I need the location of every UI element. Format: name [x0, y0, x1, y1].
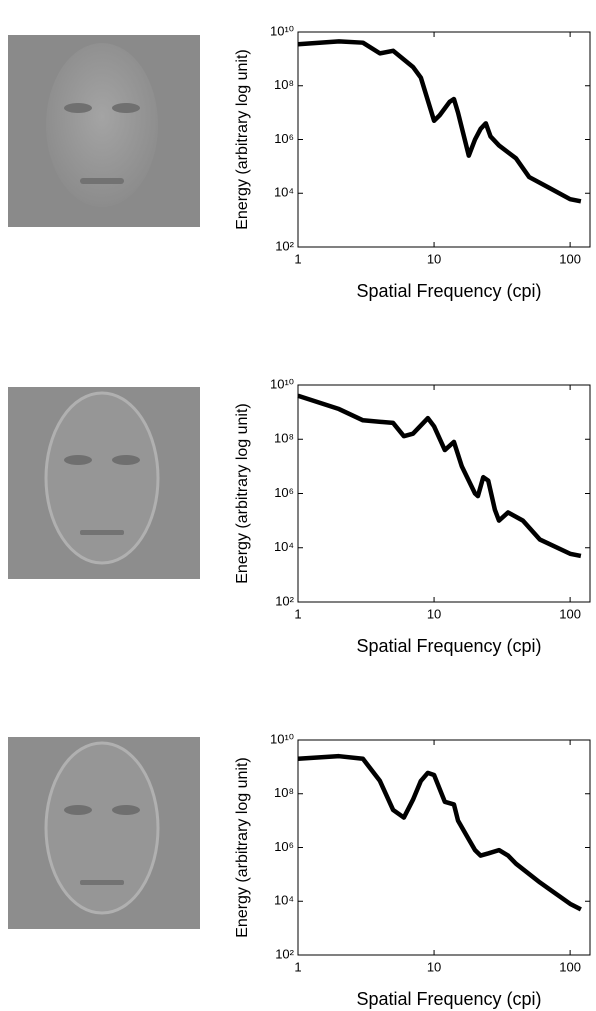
y-tick-label: 10⁶ — [274, 839, 294, 854]
y-tick-label: 10⁴ — [274, 539, 294, 554]
y-axis-label: Energy (arbitrary log unit) — [234, 403, 251, 584]
y-tick-label: 10⁶ — [274, 485, 294, 500]
y-tick-label: 10¹⁰ — [270, 731, 294, 746]
x-tick-label: 1 — [294, 251, 301, 266]
face-image — [8, 35, 200, 227]
data-line — [297, 753, 582, 912]
y-axis-label: Energy (arbitrary log unit) — [234, 757, 251, 938]
y-tick-label: 10⁶ — [274, 131, 294, 146]
face-image — [8, 387, 200, 579]
y-tick-label: 10² — [275, 593, 294, 608]
x-tick-label: 1 — [294, 959, 301, 974]
x-tick-label: 10 — [427, 606, 441, 621]
x-axis-label: Spatial Frequency (cpi) — [356, 636, 541, 656]
chart: 10² 10⁴ 10⁶ 10⁸ 10¹⁰ 1 10 100 Spatial Frequency … — [234, 23, 591, 301]
x-tick-label: 100 — [559, 606, 581, 621]
y-tick-label: 10⁸ — [274, 77, 294, 92]
data-line — [297, 393, 582, 559]
face-image — [8, 737, 200, 929]
y-tick-label: 10¹⁰ — [270, 376, 294, 391]
y-tick-label: 10⁸ — [274, 431, 294, 446]
x-axis-label: Spatial Frequency (cpi) — [356, 989, 541, 1009]
x-tick-label: 100 — [559, 959, 581, 974]
y-tick-label: 10¹⁰ — [270, 23, 294, 38]
x-tick-label: 10 — [427, 959, 441, 974]
chart: 10² 10⁴ 10⁶ 10⁸ 10¹⁰ 1 10 100 Spatial Frequency … — [234, 731, 591, 1009]
x-tick-label: 1 — [294, 606, 301, 621]
y-axis-label: Energy (arbitrary log unit) — [234, 49, 251, 230]
plot-frame — [297, 739, 591, 956]
x-axis-label: Spatial Frequency (cpi) — [356, 281, 541, 301]
chart: 10² 10⁴ 10⁶ 10⁸ 10¹⁰ 1 10 100 Spatial Frequency … — [234, 376, 591, 656]
plot-frame — [297, 31, 591, 248]
y-tick-label: 10² — [275, 238, 294, 253]
y-tick-label: 10⁴ — [274, 185, 294, 200]
data-line — [297, 39, 582, 204]
x-tick-label: 10 — [427, 251, 441, 266]
x-tick-label: 100 — [559, 251, 581, 266]
y-tick-label: 10² — [275, 946, 294, 961]
y-tick-label: 10⁸ — [274, 785, 294, 800]
plot-frame — [297, 384, 591, 603]
y-tick-label: 10⁴ — [274, 893, 294, 908]
